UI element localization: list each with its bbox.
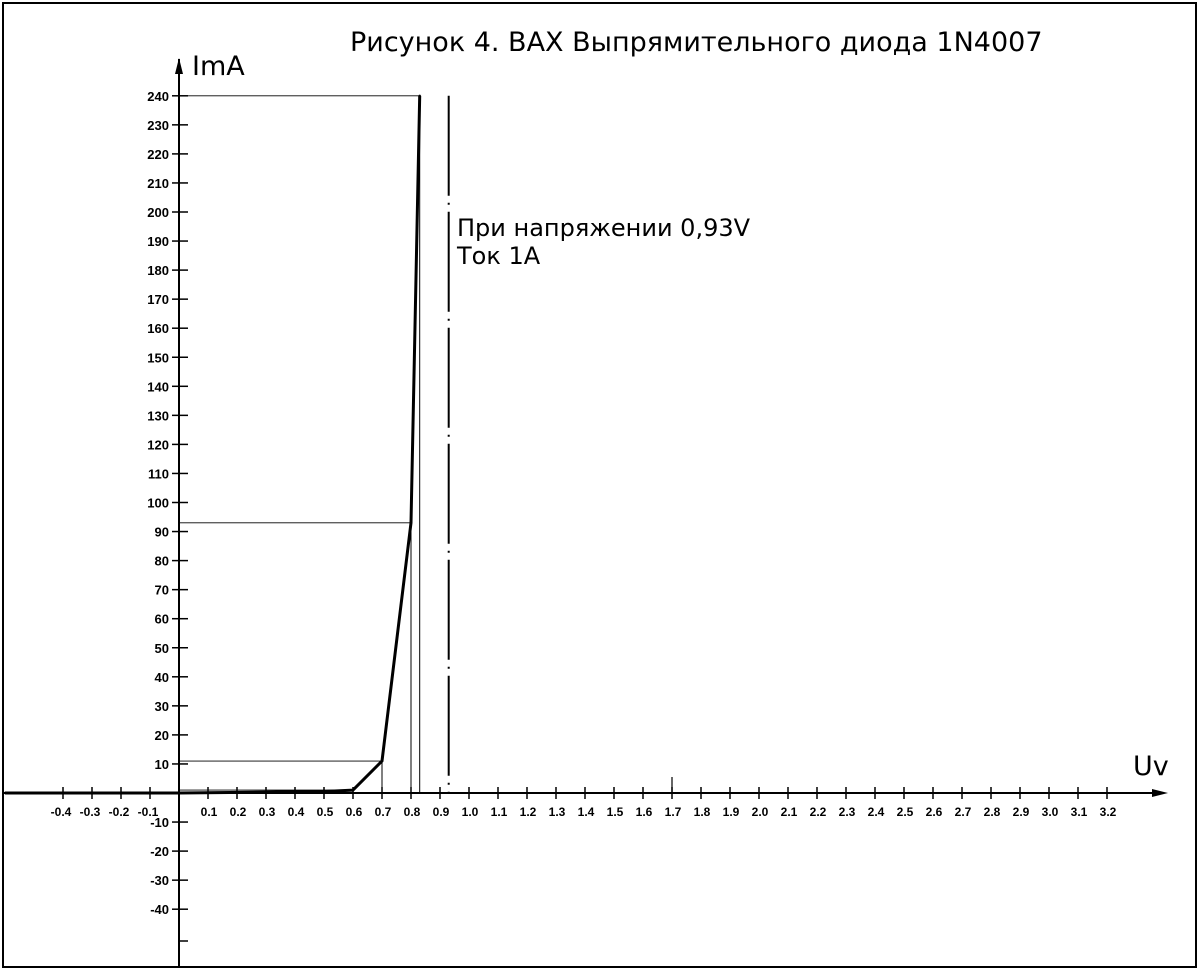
x-tick-label: 3.2	[1100, 805, 1117, 819]
x-tick-label: 2.4	[868, 805, 885, 819]
x-tick-label: 1.8	[694, 805, 711, 819]
y-tick-label: 110	[148, 466, 169, 481]
x-tick-label: 1.1	[491, 805, 508, 819]
y-tick-label: 20	[155, 728, 169, 743]
x-tick-label: 0.8	[404, 805, 421, 819]
y-tick-label: 180	[147, 263, 169, 278]
x-tick-label: 0.6	[346, 805, 363, 819]
y-tick-label: 210	[147, 176, 169, 191]
series-point	[409, 521, 413, 525]
series-point	[351, 788, 355, 792]
x-tick-label: 3.0	[1042, 805, 1059, 819]
x-axis: Uv	[3, 751, 1169, 797]
x-tick-label: 1.2	[520, 805, 537, 819]
annotation-voltage: При напряжении 0,93V	[457, 214, 751, 242]
x-tick-label: 2.0	[752, 805, 769, 819]
x-tick-label: 1.9	[723, 805, 740, 819]
y-tick-label: 130	[147, 408, 169, 423]
x-tick-label: 2.2	[810, 805, 827, 819]
x-tick-label: -0.3	[80, 805, 101, 819]
y-tick-label: 230	[147, 118, 169, 133]
x-tick-label: 1.3	[549, 805, 566, 819]
y-tick-label: 30	[155, 699, 169, 714]
x-tick-label: 2.9	[1013, 805, 1030, 819]
y-tick-label: 140	[147, 379, 169, 394]
y-ticks: 240 230 220 210 200 190 180 170 160 150 140 130 120 1…	[147, 89, 188, 917]
x-tick-label: 0.2	[230, 805, 247, 819]
series-point	[177, 791, 181, 795]
x-tick-label: -0.4	[51, 805, 72, 819]
x-tick-label: 0.3	[259, 805, 276, 819]
x-tick-label: -0.1	[138, 805, 159, 819]
x-tick-label: 0.9	[433, 805, 450, 819]
y-tick-label: 160	[147, 321, 169, 336]
x-tick-label: 0.4	[288, 805, 305, 819]
reference-lines	[179, 95, 421, 793]
x-tick-label: 1.6	[636, 805, 653, 819]
x-tick-label: 1.4	[578, 805, 595, 819]
x-axis-label: Uv	[1133, 751, 1169, 782]
series-layer	[3, 94, 422, 795]
x-tick-label: -0.2	[109, 805, 130, 819]
y-tick-label: 60	[155, 612, 169, 627]
y-tick-label: -10	[150, 815, 169, 830]
x-tick-label: 0.1	[201, 805, 218, 819]
series-point	[322, 790, 326, 793]
x-tick-label: 2.6	[926, 805, 943, 819]
x-tick-label: 0.7	[375, 805, 392, 819]
y-tick-label: 220	[147, 147, 169, 162]
y-tick-label: 90	[155, 525, 169, 540]
y-axis-arrow	[175, 58, 183, 74]
series-point	[3, 791, 7, 795]
y-tick-label: 70	[155, 583, 169, 598]
x-ticks: -0.4 -0.3 -0.2 -0.1 0.1 0.2 0.3 0.4 0.5 0.6 0.7 0.8…	[51, 777, 1117, 819]
x-axis-arrow	[1152, 789, 1168, 797]
y-tick-label: -20	[150, 844, 169, 859]
y-tick-label: -40	[150, 902, 169, 917]
x-tick-label: 1.5	[607, 805, 624, 819]
x-tick-label: 2.3	[839, 805, 856, 819]
y-axis: ImA	[175, 51, 245, 967]
series-point	[380, 759, 384, 763]
y-tick-label: 40	[155, 670, 169, 685]
y-tick-label: 50	[155, 641, 169, 656]
y-tick-label: 100	[147, 496, 169, 511]
y-tick-label: 190	[147, 234, 169, 249]
x-tick-label: 2.7	[955, 805, 972, 819]
y-tick-label: 240	[147, 89, 169, 104]
y-tick-label: 150	[147, 350, 169, 365]
x-tick-label: 2.5	[897, 805, 914, 819]
y-tick-label: 170	[147, 292, 169, 307]
x-tick-label: 0.5	[317, 805, 334, 819]
y-tick-label: 120	[147, 437, 169, 452]
series-line	[5, 95, 422, 795]
x-tick-label: 2.8	[984, 805, 1001, 819]
annotation-current: Ток 1A	[456, 242, 541, 270]
x-tick-label: 2.1	[781, 805, 798, 819]
y-tick-label: 80	[155, 554, 169, 569]
x-tick-label: 1.0	[462, 805, 479, 819]
y-tick-label: 10	[155, 757, 169, 772]
x-tick-label: 3.1	[1071, 805, 1088, 819]
y-tick-label: 200	[147, 205, 169, 220]
x-tick-label: 1.7	[665, 805, 682, 819]
y-axis-label: ImA	[192, 51, 245, 82]
chart-title: Рисунок 4. ВАХ Выпрямительного диода 1N4…	[350, 27, 1043, 58]
y-tick-label: -30	[150, 873, 169, 888]
series-point	[418, 94, 421, 98]
